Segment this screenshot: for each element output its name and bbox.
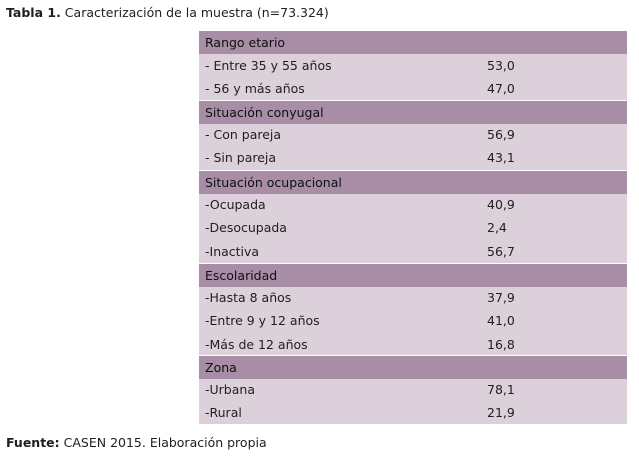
table-row: -Inactiva 56,7 [199,240,627,263]
row-value: 47,0 [487,81,515,97]
table-row: - 56 y más años 47,0 [199,77,627,100]
row-value: 43,1 [487,150,515,166]
row-value: 56,9 [487,127,515,142]
section-title: Situación ocupacional [205,175,342,190]
table-row: - Sin pareja 43,1 [199,146,627,169]
table-row: -Rural 21,9 [199,401,627,424]
table-caption-text: Caracterización de la muestra (n=73.324) [60,5,329,20]
row-label: -Entre 9 y 12 años [205,313,320,329]
table-footer-prefix: Fuente: [6,435,60,450]
row-label: -Urbana [205,382,255,397]
row-label: - Entre 35 y 55 años [205,58,332,73]
section-header: Situación conyugal [199,100,627,124]
section-title: Rango etario [205,35,286,50]
section-title: Situación conyugal [205,105,324,120]
row-value: 37,9 [487,290,515,305]
table-footer-text: CASEN 2015. Elaboración propia [59,435,267,450]
row-label: -Más de 12 años [205,336,308,352]
table-caption-prefix: Tabla 1. [6,5,61,20]
table-row: -Entre 9 y 12 años 41,0 [199,309,627,332]
section-header: Zona [199,355,627,379]
row-value: 21,9 [487,405,515,421]
table-row: -Urbana 78,1 [199,378,627,401]
row-value: 78,1 [487,382,515,397]
row-value: 41,0 [487,313,515,329]
section-header: Escolaridad [199,263,627,287]
row-value: 16,8 [487,336,515,352]
data-table: Rango etario - Entre 35 y 55 años 53,0 - 56… [199,31,627,424]
table-footer: Fuente: CASEN 2015. Elaboración propia [6,435,267,451]
section-title: Zona [205,360,237,375]
table-row: - Entre 35 y 55 años 53,0 [199,54,627,77]
row-value: 56,7 [487,243,515,259]
row-value: 2,4 [487,220,507,236]
section-header: Situación ocupacional [199,170,627,194]
row-label: -Ocupada [205,197,266,212]
section-header: Rango etario [199,31,627,54]
table-row: -Ocupada 40,9 [199,193,627,216]
table-row: -Desocupada 2,4 [199,216,627,239]
row-label: -Rural [205,405,242,421]
row-label: - 56 y más años [205,81,305,97]
table-row: -Más de 12 años 16,8 [199,333,627,356]
row-value: 53,0 [487,58,515,73]
table-row: -Hasta 8 años 37,9 [199,286,627,309]
row-value: 40,9 [487,197,515,212]
row-label: - Sin pareja [205,150,277,166]
table-caption: Tabla 1. Caracterización de la muestra (… [6,5,329,21]
row-label: -Inactiva [205,243,260,259]
row-label: -Desocupada [205,220,287,236]
section-title: Escolaridad [205,268,278,283]
row-label: -Hasta 8 años [205,290,292,305]
table-row: - Con pareja 56,9 [199,123,627,146]
row-label: - Con pareja [205,127,282,142]
